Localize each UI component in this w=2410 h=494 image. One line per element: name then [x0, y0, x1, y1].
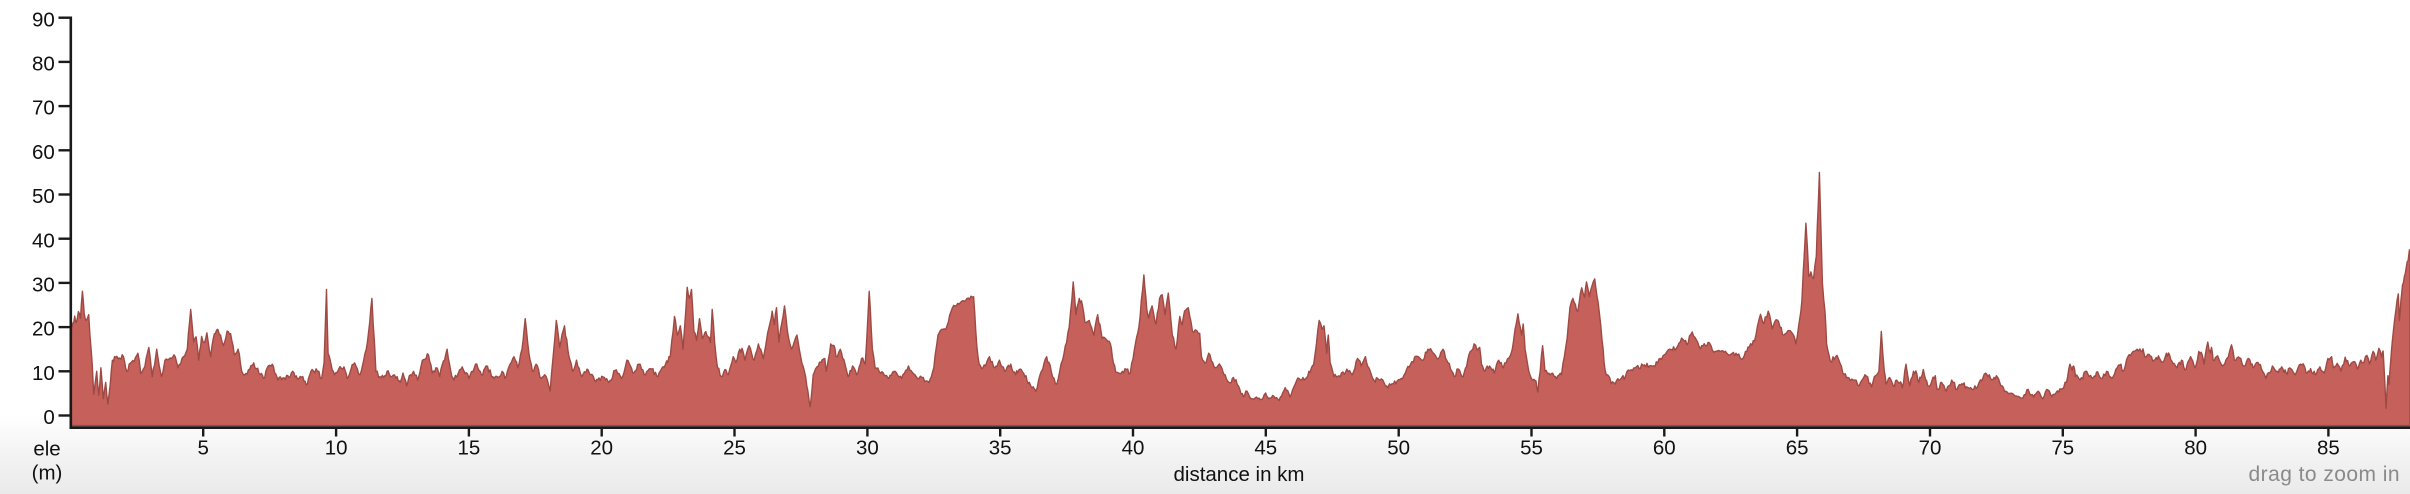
svg-text:50: 50 — [1387, 437, 1410, 460]
svg-text:drag to zoom in: drag to zoom in — [2249, 463, 2401, 486]
svg-text:25: 25 — [723, 437, 746, 460]
svg-text:40: 40 — [1122, 437, 1145, 460]
svg-text:65: 65 — [1786, 437, 1809, 460]
svg-text:35: 35 — [989, 437, 1012, 460]
svg-text:30: 30 — [856, 437, 879, 460]
svg-text:10: 10 — [32, 362, 55, 385]
svg-text:55: 55 — [1520, 437, 1543, 460]
svg-text:10: 10 — [325, 437, 348, 460]
svg-text:5: 5 — [197, 437, 208, 460]
svg-text:70: 70 — [32, 97, 55, 120]
svg-text:90: 90 — [32, 8, 55, 31]
svg-text:(m): (m) — [32, 462, 63, 485]
svg-text:20: 20 — [32, 318, 55, 341]
svg-text:75: 75 — [2051, 437, 2074, 460]
svg-text:80: 80 — [32, 53, 55, 76]
svg-text:0: 0 — [43, 406, 54, 429]
svg-text:distance in km: distance in km — [1173, 463, 1304, 486]
svg-text:ele: ele — [33, 438, 60, 461]
svg-text:70: 70 — [1919, 437, 1942, 460]
svg-text:80: 80 — [2184, 437, 2207, 460]
svg-text:85: 85 — [2317, 437, 2340, 460]
svg-text:40: 40 — [32, 229, 55, 252]
svg-text:15: 15 — [457, 437, 480, 460]
svg-text:60: 60 — [1653, 437, 1676, 460]
svg-text:50: 50 — [32, 185, 55, 208]
svg-text:60: 60 — [32, 141, 55, 164]
svg-text:30: 30 — [32, 274, 55, 297]
svg-text:20: 20 — [590, 437, 613, 460]
svg-text:45: 45 — [1254, 437, 1277, 460]
